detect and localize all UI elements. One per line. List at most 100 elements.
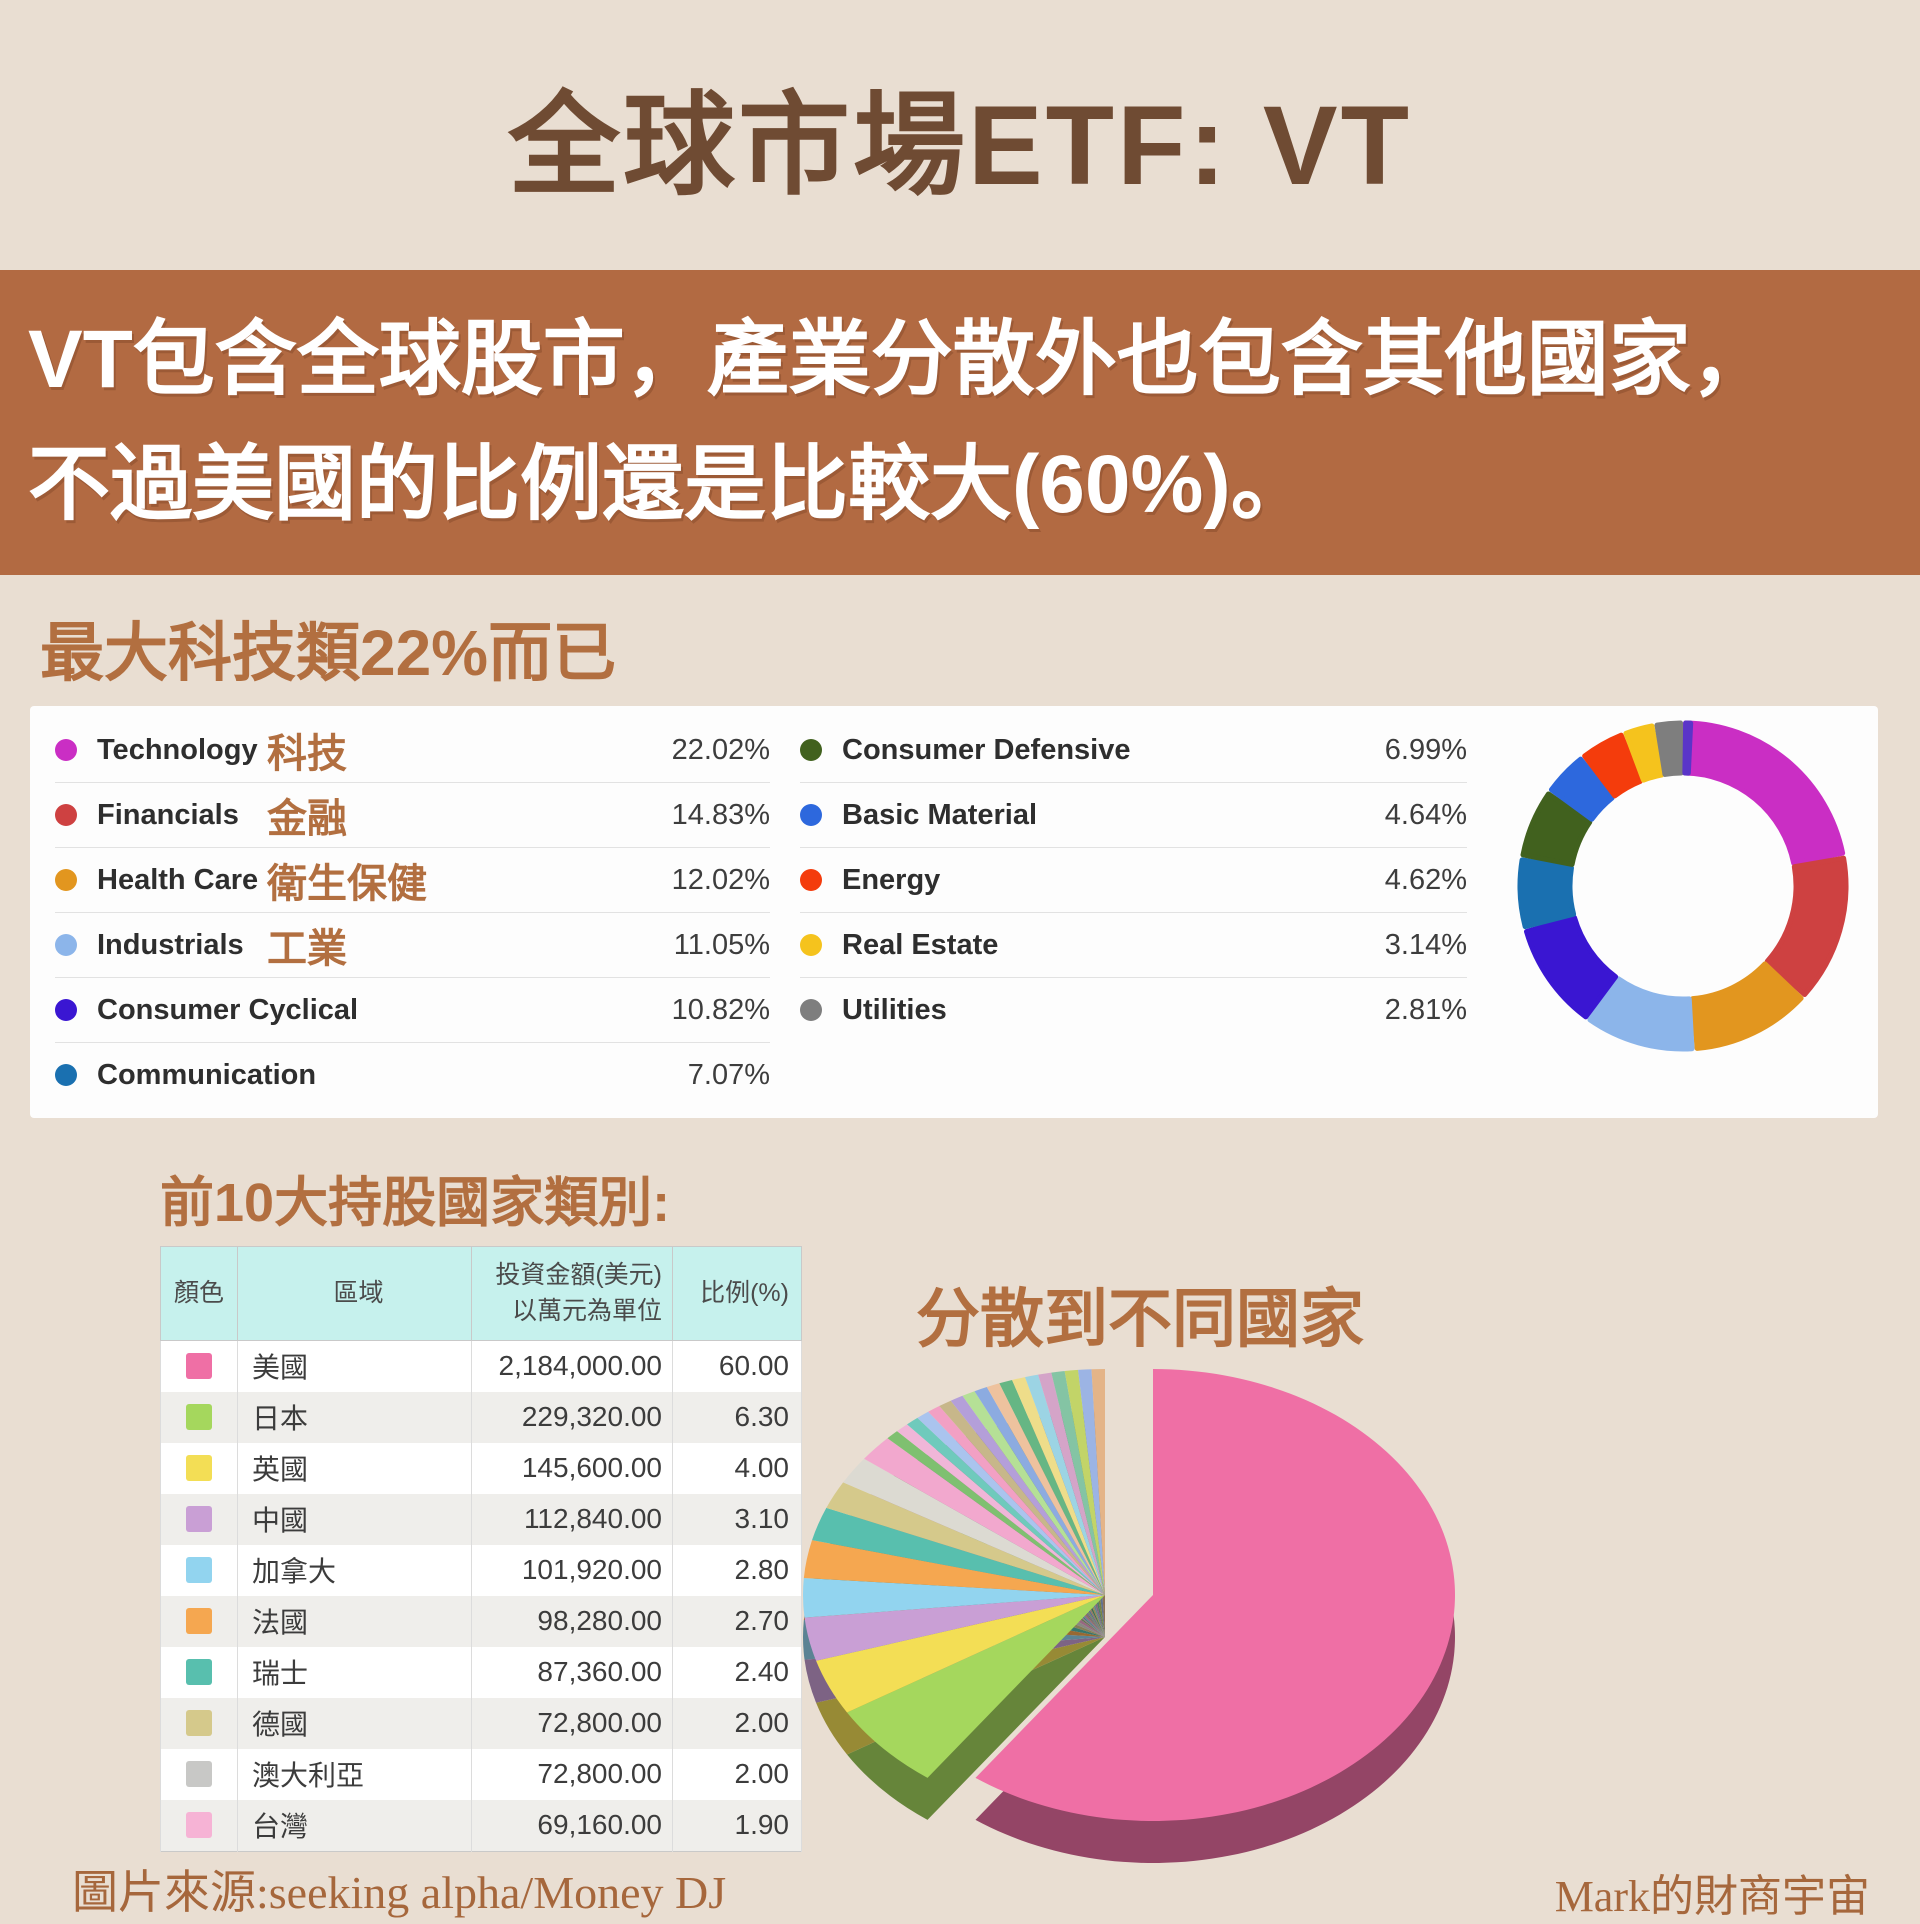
credit-note: Mark的財商宇宙 <box>1554 1872 1870 1921</box>
country-color-cell <box>160 1799 238 1851</box>
page-title: 全球市場ETF: VT <box>507 83 1413 208</box>
country-amount-cell: 69,160.00 <box>471 1799 673 1851</box>
country-color-cell <box>160 1493 238 1545</box>
legend-sector-pct: 2.81% <box>1384 993 1467 1026</box>
table-header-cell: 比例(%) <box>672 1246 802 1341</box>
table-row: 日本 229,320.00 6.30 <box>160 1391 802 1443</box>
donut-segment <box>1582 732 1643 799</box>
pie-slice <box>917 1411 1105 1595</box>
country-name-cell: 美國 <box>237 1340 472 1392</box>
legend-sector-name: Real Estate <box>842 928 999 961</box>
country-pct-cell: 2.40 <box>672 1646 802 1698</box>
country-name-cell: 澳大利亞 <box>237 1748 472 1800</box>
legend-sector-name: Basic Material <box>842 798 1038 831</box>
pie-section-heading: 分散到不同國家 <box>916 1283 1364 1355</box>
legend-sector-pct: 4.64% <box>1384 798 1467 831</box>
legend-color-dot <box>800 804 822 826</box>
pie-slice <box>802 1577 1105 1618</box>
legend-row: Energy 4.62% <box>800 848 1467 913</box>
country-color-swatch <box>186 1557 212 1583</box>
country-name-cell: 德國 <box>237 1697 472 1749</box>
donut-segment <box>1682 720 1694 776</box>
legend-sector-zh: 衛生保健 <box>267 862 427 906</box>
table-row: 台灣 69,160.00 1.90 <box>160 1799 802 1851</box>
legend-sector-pct: 11.05% <box>673 928 770 961</box>
pie-slice <box>897 1424 1105 1595</box>
pie-slice <box>826 1482 1105 1595</box>
donut-segment <box>1524 915 1619 1020</box>
legend-row: Health Care 衛生保健 12.02% <box>55 848 770 913</box>
pie-slice <box>928 1406 1105 1595</box>
legend-sector-name: Energy <box>842 863 941 896</box>
legend-row: Basic Material 4.64% <box>800 783 1467 848</box>
legend-row: Communication 7.07% <box>55 1043 770 1107</box>
pie-slice <box>1064 1369 1105 1595</box>
country-pct-cell: 6.30 <box>672 1391 802 1443</box>
legend-sector-pct: 7.07% <box>687 1058 770 1091</box>
table-row: 美國 2,184,000.00 60.00 <box>160 1340 802 1392</box>
pie-slice <box>864 1438 1105 1595</box>
country-name-cell: 台灣 <box>237 1799 472 1851</box>
country-table-body: 美國 2,184,000.00 60.00 日本 229,320.00 6.30 英國 145… <box>160 1340 802 1851</box>
country-name-cell: 中國 <box>237 1493 472 1545</box>
pie-slice <box>1091 1369 1105 1595</box>
legend-sector-pct: 22.02% <box>671 733 770 766</box>
country-amount-cell: 145,600.00 <box>471 1442 673 1494</box>
table-row: 法國 98,280.00 2.70 <box>160 1595 802 1647</box>
country-color-cell <box>160 1748 238 1800</box>
legend-color-dot <box>800 934 822 956</box>
pie-slice <box>962 1391 1105 1595</box>
legend-sector-pct: 6.99% <box>1384 733 1467 766</box>
country-pct-cell: 2.80 <box>672 1544 802 1596</box>
pie-slice <box>1038 1372 1105 1595</box>
country-amount-cell: 98,280.00 <box>471 1595 673 1647</box>
donut-segment <box>1520 791 1593 867</box>
donut-segment <box>1764 855 1849 998</box>
country-color-swatch <box>186 1608 212 1634</box>
table-row: 澳大利亞 72,800.00 2.00 <box>160 1748 802 1800</box>
banner-line-1: VT包含全球股市，產業分散外也包含其他國家， <box>28 314 1773 405</box>
country-pct-cell: 60.00 <box>672 1340 802 1392</box>
table-row: 瑞士 87,360.00 2.40 <box>160 1646 802 1698</box>
legend-color-dot <box>800 739 822 761</box>
country-section-heading: 前10大持股國家類別: <box>160 1173 671 1233</box>
legend-sector-pct: 3.14% <box>1384 928 1467 961</box>
legend-sector-name: Financials <box>97 798 239 831</box>
country-amount-cell: 2,184,000.00 <box>471 1340 673 1392</box>
pie-slice <box>999 1379 1105 1595</box>
pie-slice <box>950 1395 1105 1595</box>
legend-color-dot <box>55 1064 77 1086</box>
legend-sector-pct: 10.82% <box>671 993 770 1026</box>
country-color-swatch <box>186 1455 212 1481</box>
legend-row: Real Estate 3.14% <box>800 913 1467 978</box>
legend-row: Technology 科技 22.02% <box>55 718 770 783</box>
pie-slice <box>1078 1369 1105 1595</box>
donut-segment <box>1690 961 1804 1051</box>
country-color-swatch <box>186 1506 212 1532</box>
pie-slice <box>975 1369 1455 1821</box>
country-color-swatch <box>186 1761 212 1787</box>
country-color-swatch <box>186 1812 212 1838</box>
country-amount-cell: 72,800.00 <box>471 1697 673 1749</box>
country-pie-chart <box>802 1369 1455 1863</box>
country-name-cell: 加拿大 <box>237 1544 472 1596</box>
pie-slice <box>812 1507 1105 1595</box>
country-amount-cell: 72,800.00 <box>471 1748 673 1800</box>
legend-sector-pct: 4.62% <box>1384 863 1467 896</box>
legend-color-dot <box>55 934 77 956</box>
legend-color-dot <box>55 869 77 891</box>
country-color-cell <box>160 1595 238 1647</box>
legend-sector-zh: 工業 <box>267 927 347 971</box>
country-pct-cell: 3.10 <box>672 1493 802 1545</box>
country-color-cell <box>160 1544 238 1596</box>
pie-slice <box>843 1458 1105 1595</box>
country-color-swatch <box>186 1404 212 1430</box>
table-row: 英國 145,600.00 4.00 <box>160 1442 802 1494</box>
legend-sector-name: Technology <box>97 733 258 766</box>
table-header-cell: 顏色 <box>160 1246 238 1341</box>
pie-slice <box>1051 1371 1105 1595</box>
intro-banner: VT包含全球股市，產業分散外也包含其他國家， 不過美國的比例還是比較大(60%)… <box>0 270 1920 575</box>
country-color-cell <box>160 1697 238 1749</box>
country-color-swatch <box>186 1710 212 1736</box>
